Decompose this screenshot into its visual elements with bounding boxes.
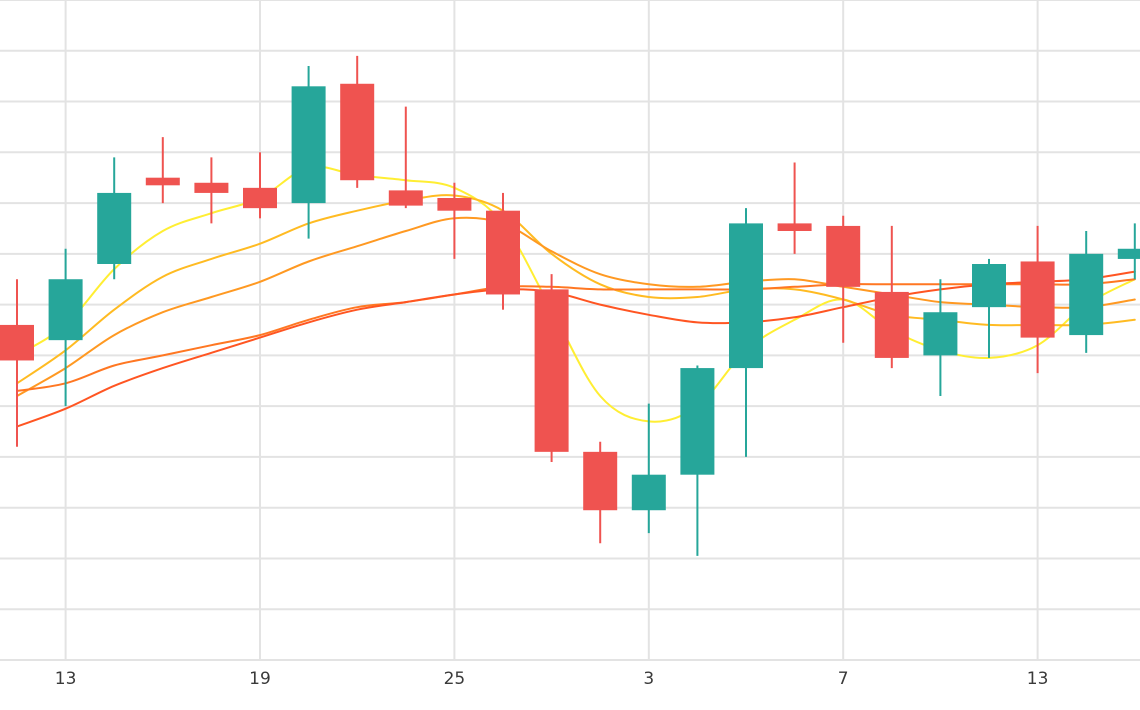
candle-body (631, 474, 666, 511)
candle-body (972, 264, 1006, 308)
x-tick-label: 13 (55, 669, 77, 689)
candle (1117, 223, 1140, 280)
horizontal-gridlines (0, 0, 1140, 661)
candle-body (486, 210, 520, 295)
candle (243, 152, 277, 219)
candle (631, 403, 666, 534)
x-tick-label: 25 (444, 669, 466, 689)
candle (923, 279, 958, 396)
x-axis: 13 19 25 3 7 13 (55, 669, 1049, 689)
candle-body (0, 324, 34, 361)
moving-average-line-3 (16, 216, 1136, 397)
x-tick-label: 7 (838, 669, 849, 689)
candle (1020, 225, 1055, 374)
moving-average-line-5 (16, 270, 1136, 428)
moving-average-line-4 (16, 278, 1136, 392)
candle-body (388, 190, 423, 206)
candle-body (340, 83, 375, 181)
candle (340, 55, 375, 188)
candle (583, 441, 618, 544)
candle (145, 137, 180, 204)
moving-average-lines (16, 165, 1136, 428)
candle (194, 157, 229, 224)
candle-body (826, 225, 861, 287)
candle (534, 274, 569, 462)
candle-body (145, 177, 180, 186)
candle (874, 225, 909, 369)
x-tick-label: 13 (1027, 669, 1049, 689)
candle-body (48, 279, 83, 341)
candle-body (534, 289, 569, 452)
candle (777, 162, 812, 254)
candle-body (437, 198, 472, 211)
candle-body (777, 223, 812, 231)
moving-average-line-1 (16, 165, 1136, 423)
candle (729, 208, 763, 457)
candle-body (874, 291, 909, 358)
candle-body (583, 451, 618, 511)
candle-body (291, 86, 326, 204)
candle-body (923, 312, 958, 356)
candle (388, 106, 423, 209)
candle (680, 365, 715, 556)
candle-body (729, 223, 763, 369)
candle (1069, 231, 1104, 353)
candle (48, 248, 83, 407)
candle-body (243, 187, 277, 209)
candle (0, 279, 34, 447)
candle-body (1020, 261, 1055, 338)
candle-body (1069, 253, 1104, 336)
candle (437, 182, 472, 259)
candle-body (680, 368, 715, 475)
candle-body (97, 192, 132, 264)
x-tick-label: 3 (643, 669, 654, 689)
candle (291, 66, 326, 239)
candle (972, 258, 1006, 358)
candle (486, 192, 520, 310)
candle-body (1117, 248, 1140, 259)
x-tick-label: 19 (249, 669, 271, 689)
candle-body (194, 182, 229, 193)
candle (826, 215, 861, 343)
candlestick-series (0, 55, 1140, 556)
candle (97, 157, 132, 280)
